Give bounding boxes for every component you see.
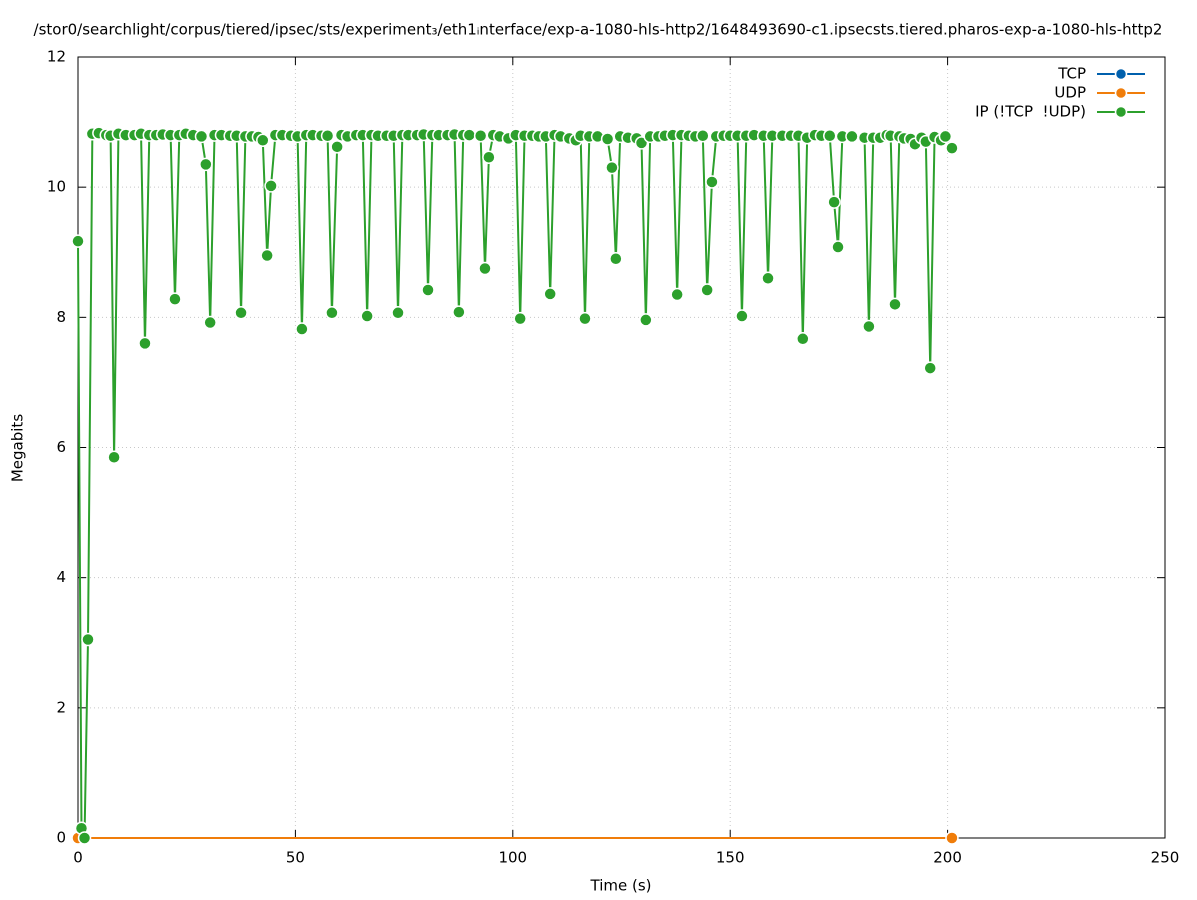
data-point	[543, 287, 557, 301]
legend-marker	[1114, 67, 1128, 81]
data-point	[513, 311, 527, 326]
x-tick-label: 100	[498, 849, 527, 867]
y-axis-label: Megabits	[9, 414, 27, 482]
data-point	[605, 160, 619, 175]
data-point	[462, 128, 477, 142]
plot-border	[77, 56, 1166, 839]
y-tick-label: 8	[56, 308, 66, 326]
data-point	[264, 179, 278, 193]
y-tick-label: 12	[47, 48, 66, 66]
data-point	[823, 129, 837, 143]
data-point	[705, 175, 719, 189]
data-point	[194, 129, 209, 144]
chart-title: /stor0/searchlight/corpus/tiered/ipsec/s…	[34, 21, 1163, 39]
data-point	[796, 332, 810, 346]
data-point	[473, 129, 488, 143]
data-point	[639, 313, 653, 327]
data-point	[862, 319, 876, 334]
x-tick-label: 50	[286, 849, 305, 867]
data-point	[945, 141, 959, 155]
data-point	[845, 129, 859, 144]
data-point	[330, 140, 344, 154]
x-tick-label: 150	[716, 849, 745, 867]
data-point	[696, 129, 710, 143]
data-point	[77, 831, 92, 845]
y-tick-label: 2	[56, 698, 66, 716]
legend-marker	[1114, 86, 1128, 100]
data-point	[81, 632, 95, 647]
data-point	[391, 306, 405, 320]
data-point	[945, 831, 959, 845]
data-point	[888, 297, 902, 312]
data-point	[923, 361, 937, 375]
data-point	[761, 271, 775, 286]
data-point	[482, 150, 496, 164]
data-point	[107, 450, 121, 465]
data-point	[735, 309, 749, 323]
data-point	[700, 283, 714, 297]
data-point	[831, 240, 845, 254]
x-tick-label: 250	[1151, 849, 1180, 867]
x-tick-label: 0	[73, 849, 83, 867]
data-point	[168, 292, 182, 306]
y-tick-label: 10	[47, 178, 66, 196]
data-point	[478, 261, 492, 276]
legend-label: UDP	[1054, 84, 1086, 102]
data-point	[260, 248, 274, 263]
series-line	[77, 132, 953, 839]
x-tick-label: 200	[933, 849, 962, 867]
y-tick-label: 4	[56, 568, 66, 586]
data-point	[578, 311, 592, 326]
data-point	[827, 195, 841, 209]
y-tick-label: 0	[56, 829, 66, 847]
data-point	[199, 157, 213, 172]
data-point	[421, 283, 435, 297]
legend-label: TCP	[1057, 65, 1086, 83]
data-point	[256, 133, 270, 148]
legend-label: IP (!TCP !UDP)	[975, 103, 1086, 121]
data-point	[360, 309, 374, 323]
data-point	[320, 129, 335, 143]
data-point	[295, 322, 309, 336]
y-tick-label: 6	[56, 438, 66, 456]
data-point	[670, 287, 684, 302]
x-axis-label: Time (s)	[590, 877, 652, 895]
legend-marker	[1114, 105, 1128, 119]
data-point	[938, 129, 953, 144]
data-point	[203, 315, 217, 330]
data-point	[600, 132, 615, 146]
data-point	[609, 252, 623, 266]
data-point	[325, 306, 339, 320]
data-point	[138, 336, 152, 351]
data-point	[234, 306, 248, 320]
data-point	[452, 305, 466, 319]
data-point	[71, 234, 85, 248]
